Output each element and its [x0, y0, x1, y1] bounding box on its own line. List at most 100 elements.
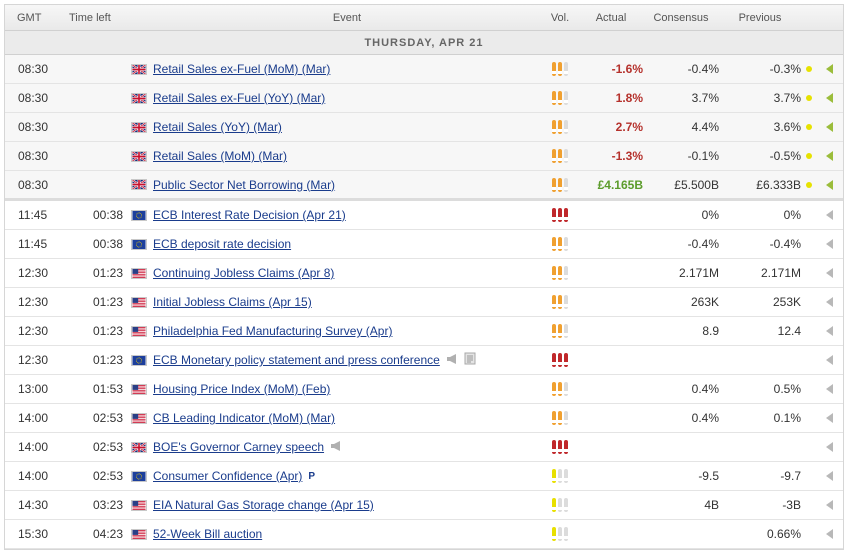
volatility-icon	[552, 91, 568, 105]
gmt-time: 11:45	[18, 237, 48, 251]
header-actual[interactable]: Actual	[595, 11, 627, 24]
expand-arrow-icon[interactable]	[825, 355, 833, 365]
expand-arrow-icon[interactable]	[825, 64, 833, 74]
status-dot-cell	[801, 153, 817, 159]
expand-cell[interactable]	[817, 326, 841, 336]
consensus-value: 0%	[701, 208, 719, 222]
header-time-left[interactable]: Time left	[69, 11, 111, 24]
volatility-icon	[552, 177, 568, 192]
actual-value: -1.6%	[611, 62, 643, 76]
expand-arrow-icon[interactable]	[825, 151, 833, 161]
expand-arrow-icon[interactable]	[825, 326, 833, 336]
event-link[interactable]: Consumer Confidence (Apr)	[153, 469, 303, 483]
volatility-icon	[552, 62, 568, 76]
expand-cell[interactable]	[817, 471, 841, 481]
expand-arrow-icon[interactable]	[825, 384, 833, 394]
expand-cell[interactable]	[817, 442, 841, 452]
expand-arrow-icon[interactable]	[825, 239, 833, 249]
expand-arrow-icon[interactable]	[825, 93, 833, 103]
expand-arrow-icon[interactable]	[825, 297, 833, 307]
gmt-time: 08:30	[18, 149, 49, 163]
event-link[interactable]: Housing Price Index (MoM) (Feb)	[153, 382, 331, 396]
expand-cell[interactable]	[817, 268, 841, 278]
us-flag-icon	[131, 325, 147, 337]
volatility-icon	[552, 498, 568, 512]
expand-cell[interactable]	[817, 122, 841, 132]
consensus-value: -0.4%	[687, 237, 719, 251]
previous-value: -0.3%	[769, 62, 801, 76]
volatility-icon	[552, 382, 568, 396]
event-link[interactable]: Initial Jobless Claims (Apr 15)	[153, 295, 312, 309]
event-cell: Retail Sales ex-Fuel (MoM) (Mar)	[153, 62, 541, 76]
expand-cell[interactable]	[817, 179, 841, 190]
expand-arrow-icon[interactable]	[825, 442, 833, 452]
gmt-time: 12:30	[18, 295, 49, 309]
table-row: 14:00 02:53 Consumer Confidence (Apr) P -9.5…	[5, 462, 843, 491]
eu-flag-icon	[131, 470, 147, 482]
consensus-value: -9.5	[698, 469, 719, 483]
expand-cell[interactable]	[817, 64, 841, 74]
event-link[interactable]: ECB Interest Rate Decision (Apr 21)	[153, 208, 346, 222]
speech-icon[interactable]	[330, 440, 342, 454]
expand-cell[interactable]	[817, 151, 841, 161]
event-link[interactable]: ECB Monetary policy statement and press …	[153, 353, 440, 367]
expand-arrow-icon[interactable]	[825, 122, 833, 132]
event-link[interactable]: Continuing Jobless Claims (Apr 8)	[153, 266, 335, 280]
event-link[interactable]: CB Leading Indicator (MoM) (Mar)	[153, 411, 336, 425]
header-gmt[interactable]: GMT	[17, 11, 42, 24]
expand-cell[interactable]	[817, 413, 841, 423]
event-link[interactable]: EIA Natural Gas Storage change (Apr 15)	[153, 498, 374, 512]
event-link[interactable]: Public Sector Net Borrowing (Mar)	[153, 177, 336, 192]
flag-cell	[125, 412, 153, 424]
time-left: 02:53	[92, 411, 123, 425]
expand-cell[interactable]	[817, 355, 841, 365]
table-row: 14:30 03:23 EIA Natural Gas Storage change…	[5, 491, 843, 520]
table-row: 12:30 01:23 ECB Monetary policy statement …	[5, 346, 843, 375]
header-consensus[interactable]: Consensus	[653, 11, 709, 24]
expand-cell[interactable]	[817, 529, 841, 539]
expand-cell[interactable]	[817, 297, 841, 307]
expand-arrow-icon[interactable]	[825, 529, 833, 539]
event-link[interactable]: Retail Sales (YoY) (Mar)	[153, 120, 282, 134]
header-previous[interactable]: Previous	[738, 11, 782, 24]
event-link[interactable]: 52-Week Bill auction	[153, 527, 263, 541]
event-link[interactable]: BOE's Governor Carney speech	[153, 440, 325, 454]
event-link[interactable]: Retail Sales ex-Fuel (MoM) (Mar)	[153, 62, 331, 76]
report-icon[interactable]	[464, 352, 476, 368]
table-row: 14:00 02:53 CB Leading Indicator (MoM) (Ma…	[5, 404, 843, 433]
volatility-bar	[552, 208, 556, 222]
expand-arrow-icon[interactable]	[825, 500, 833, 510]
table-row: 08:30 Retail Sales ex-Fuel (MoM) (Mar) -1.…	[5, 55, 843, 84]
volatility-bar	[558, 91, 562, 105]
volatility-cell	[541, 353, 579, 367]
volatility-cell	[541, 527, 579, 541]
volatility-bar	[564, 382, 568, 396]
event-link[interactable]: Retail Sales ex-Fuel (YoY) (Mar)	[153, 91, 326, 105]
expand-arrow-icon[interactable]	[825, 268, 833, 278]
expand-cell[interactable]	[817, 93, 841, 103]
header-vol[interactable]: Vol.	[550, 11, 570, 24]
volatility-cell	[541, 91, 579, 105]
event-link[interactable]: Retail Sales (MoM) (Mar)	[153, 149, 288, 163]
speech-icon[interactable]	[446, 353, 458, 367]
expand-arrow-icon[interactable]	[825, 471, 833, 481]
expand-arrow-icon[interactable]	[825, 210, 833, 220]
expand-cell[interactable]	[817, 210, 841, 220]
header-event[interactable]: Event	[332, 11, 362, 24]
gmt-time: 08:30	[18, 177, 49, 192]
event-link[interactable]: ECB deposit rate decision	[153, 237, 292, 251]
preliminary-badge: P	[308, 470, 316, 482]
expand-arrow-icon[interactable]	[825, 413, 833, 423]
expand-cell[interactable]	[817, 239, 841, 249]
previous-value: 12.4	[777, 324, 801, 338]
expand-cell[interactable]	[817, 500, 841, 510]
us-flag-icon	[131, 383, 147, 395]
event-link[interactable]: Philadelphia Fed Manufacturing Survey (A…	[153, 324, 393, 338]
expand-arrow-icon[interactable]	[825, 179, 833, 190]
flag-cell	[125, 179, 153, 190]
expand-cell[interactable]	[817, 384, 841, 394]
status-dot-cell	[801, 66, 817, 72]
gmt-time: 14:00	[18, 411, 49, 425]
previous-value: 0.1%	[773, 411, 801, 425]
table-header: GMT Time left Event Vol. Actual Consensu…	[5, 5, 843, 31]
